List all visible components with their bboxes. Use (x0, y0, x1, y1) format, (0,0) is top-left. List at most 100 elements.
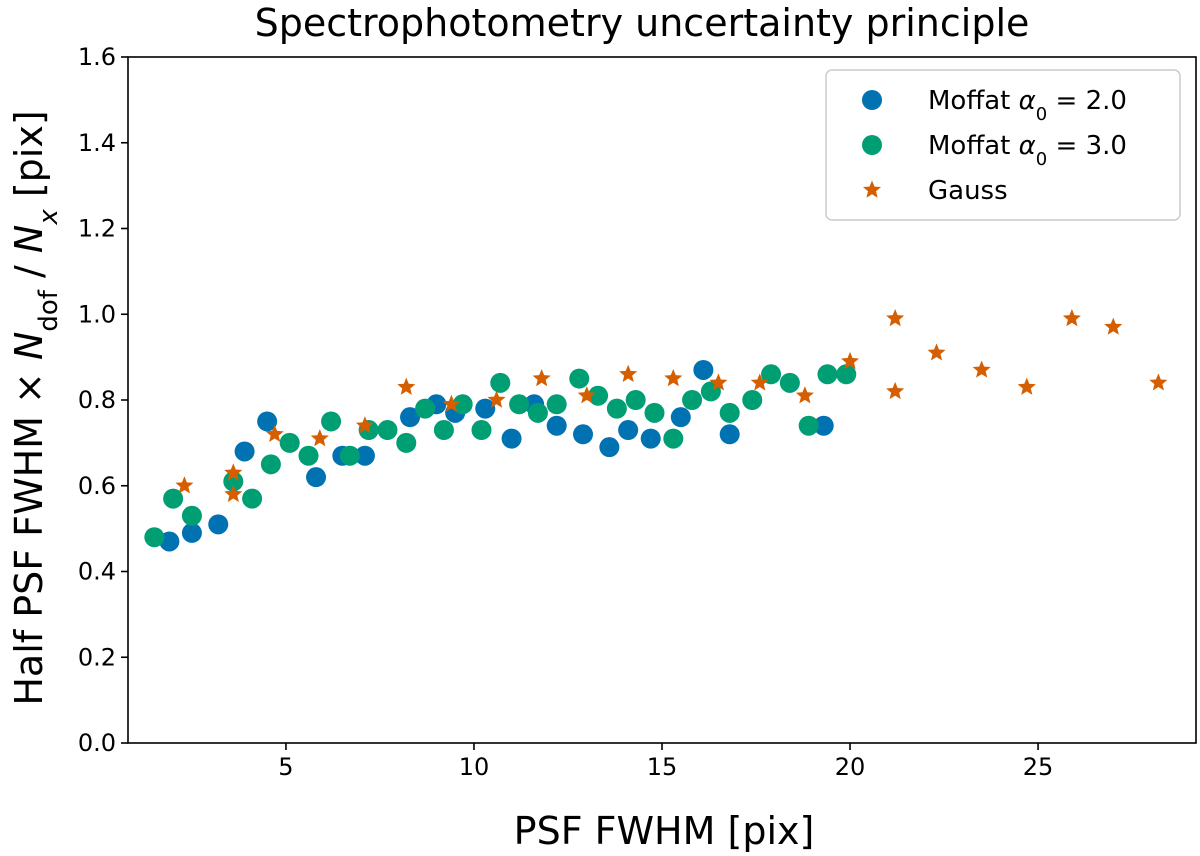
plot-marks (144, 309, 1168, 552)
series-moffat-3-0 (144, 364, 857, 548)
gauss-star-point (795, 386, 814, 404)
moffat-3-point (719, 402, 740, 423)
moffat-3-point (817, 364, 838, 385)
moffat-3-point (279, 432, 300, 453)
moffat-3-point (144, 527, 165, 548)
moffat-3-point (779, 372, 800, 393)
y-tick-label: 0.4 (78, 558, 116, 586)
gauss-star-point (619, 364, 638, 382)
moffat-2-point (475, 398, 496, 419)
y-tick-label: 1.4 (78, 129, 116, 157)
legend-circle-icon (862, 135, 882, 155)
gauss-star-point (840, 351, 860, 370)
moffat-3-point (606, 398, 627, 419)
y-tick-label: 1.0 (78, 300, 116, 328)
moffat-2-point (257, 411, 278, 432)
series-gauss (175, 309, 1168, 503)
moffat-2-point (813, 415, 834, 436)
moffat-2-point (501, 428, 522, 449)
moffat-3-point (242, 488, 263, 509)
moffat-3-point (433, 420, 454, 441)
moffat-3-point (569, 368, 590, 389)
moffat-2-point (719, 424, 740, 445)
moffat-2-point (573, 424, 594, 445)
y-tick-label: 1.2 (78, 215, 116, 243)
moffat-3-point (396, 432, 417, 453)
moffat-2-point (208, 514, 229, 535)
moffat-2-point (400, 407, 421, 428)
gauss-star-point (1149, 373, 1168, 391)
gauss-star-point (1017, 377, 1036, 395)
gauss-star-point (310, 429, 329, 447)
moffat-3-point (339, 445, 360, 466)
legend-box (825, 69, 1181, 221)
moffat-3-point (546, 394, 567, 415)
legend-gauss-star-icon (862, 180, 882, 198)
legend-label-moffat-3-0: Moffat α0 = 3.0 (928, 131, 1127, 170)
chart-title: Spectrophotometry uncertainty principle (255, 1, 1030, 45)
legend: Moffat α0 = 2.0 Moffat α0 = 3.0 Gauss (825, 69, 1181, 221)
gauss-star-point (577, 386, 596, 404)
moffat-3-point (163, 488, 184, 509)
moffat-2-point (234, 441, 255, 462)
moffat-2-point (354, 445, 375, 466)
gauss-star-point (397, 377, 416, 395)
moffat-3-point (260, 454, 281, 475)
moffat-3-point (490, 372, 511, 393)
x-tick-label: 5 (278, 753, 293, 781)
gauss-star-point (750, 373, 769, 391)
moffat-3-point (181, 505, 202, 526)
moffat-2-point (640, 428, 661, 449)
gauss-star-point (355, 416, 374, 434)
moffat-2-point (306, 467, 327, 488)
gauss-star-point (1062, 309, 1081, 327)
moffat-3-point (644, 402, 665, 423)
moffat-3-point (798, 415, 819, 436)
y-tick-label: 0.6 (78, 472, 116, 500)
moffat-2-point (181, 522, 202, 543)
gauss-star-point (664, 369, 683, 387)
x-tick-label: 20 (835, 753, 866, 781)
gauss-star-point (224, 463, 243, 481)
x-tick-label: 10 (459, 753, 490, 781)
moffat-2-point (546, 415, 567, 436)
moffat-3-point (742, 390, 763, 410)
gauss-star-point (442, 394, 461, 412)
gauss-star-point (886, 309, 905, 327)
moffat-2-point (693, 359, 714, 380)
gauss-star-point (224, 484, 243, 503)
y-tick-label: 1.6 (78, 43, 116, 71)
gauss-star-point (927, 343, 946, 361)
gauss-star-point (1104, 317, 1123, 335)
moffat-3-point (321, 411, 342, 432)
moffat-3-point (663, 428, 684, 449)
gauss-star-point (175, 476, 194, 494)
x-tick-label: 25 (1023, 753, 1054, 781)
moffat-2-point (670, 407, 691, 428)
gauss-star-point (265, 424, 284, 442)
moffat-3-point (761, 364, 782, 385)
moffat-2-point (159, 531, 180, 552)
y-axis-label: Half PSF FWHM × Ndof / Nx [pix] (7, 110, 64, 705)
moffat-3-point (452, 394, 473, 415)
gauss-star-point (886, 381, 905, 400)
x-tick-label: 15 (647, 753, 678, 781)
moffat-2-point (599, 437, 620, 458)
moffat-3-point (223, 471, 244, 492)
x-axis-label: PSF FWHM [pix] (514, 809, 815, 853)
moffat-3-point (415, 398, 436, 419)
legend-label-moffat-2-0: Moffat α0 = 2.0 (928, 86, 1127, 125)
y-tick-label: 0.2 (78, 643, 116, 671)
moffat-3-point (377, 420, 398, 441)
y-tick-label: 0.0 (78, 729, 116, 757)
gauss-star-point (487, 390, 506, 408)
moffat-3-point (588, 385, 609, 406)
moffat-3-point (625, 390, 646, 410)
moffat-3-point (836, 364, 857, 385)
moffat-3-point (682, 390, 703, 410)
moffat-3-point (509, 394, 530, 415)
y-tick-label: 0.8 (78, 386, 116, 414)
legend-label-gauss: Gauss (928, 176, 1008, 206)
